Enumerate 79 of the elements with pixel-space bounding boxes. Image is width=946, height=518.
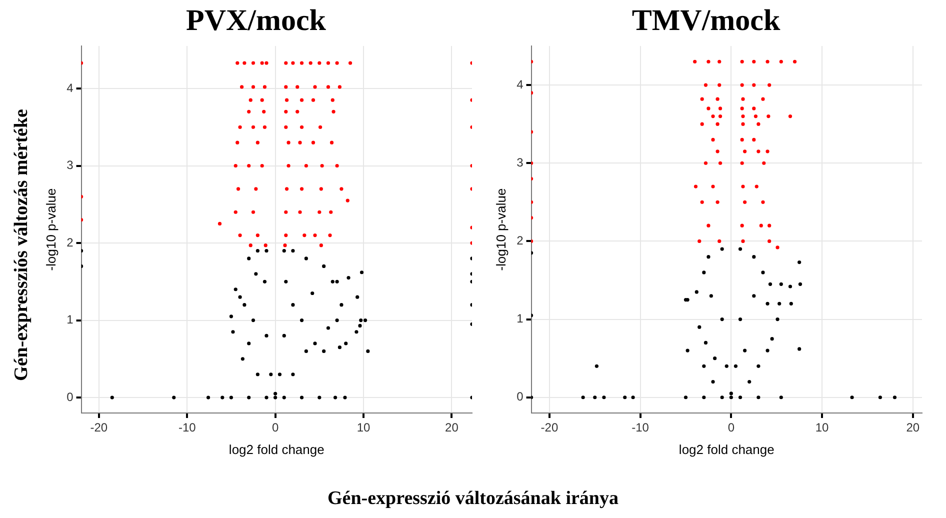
x-tick-label: 10 <box>356 420 371 435</box>
point <box>711 380 715 384</box>
x-axis-title: log2 fold change <box>678 442 774 457</box>
x-tick-label: 0 <box>272 420 279 435</box>
point <box>734 364 738 368</box>
point <box>748 380 752 384</box>
y-tick-label: 2 <box>66 235 74 250</box>
point <box>581 396 585 400</box>
point <box>743 348 747 352</box>
point <box>779 396 783 400</box>
y-axis-title: -log10 p-value <box>43 188 58 271</box>
point <box>724 364 728 368</box>
point <box>798 260 802 264</box>
point <box>713 356 717 360</box>
point <box>694 290 698 294</box>
y-tick-label: 1 <box>66 312 74 327</box>
point <box>778 302 782 306</box>
point <box>729 392 733 396</box>
point <box>720 396 724 400</box>
text: Gén-expressziós változás mértéke <box>11 109 33 381</box>
point <box>798 282 802 286</box>
point <box>698 325 702 329</box>
point <box>623 396 627 400</box>
y-tick-label: 2 <box>516 234 524 248</box>
x-tick-label: 10 <box>815 420 830 435</box>
point <box>850 396 854 400</box>
point <box>738 318 742 322</box>
point <box>752 255 756 259</box>
x-tick-label: 20 <box>906 420 920 435</box>
point <box>593 396 597 400</box>
point <box>602 396 606 400</box>
point <box>738 396 742 400</box>
point <box>702 396 706 400</box>
y-tick-label: 3 <box>66 158 74 172</box>
point <box>770 337 774 341</box>
point <box>686 348 690 352</box>
point <box>779 282 783 286</box>
x-tick-label: -10 <box>632 420 650 435</box>
y-tick-label: 1 <box>516 312 524 326</box>
point <box>720 247 724 251</box>
point <box>702 364 706 368</box>
point <box>709 294 713 298</box>
point <box>798 347 802 351</box>
point <box>892 396 897 400</box>
x-tick-label: -10 <box>178 420 196 435</box>
y-tick-label: 0 <box>516 390 524 404</box>
point <box>766 302 770 306</box>
point <box>756 364 760 368</box>
x-axis-title: log2 fold change <box>228 442 324 457</box>
point <box>729 396 733 400</box>
point <box>789 302 793 306</box>
point <box>706 255 710 259</box>
point <box>756 396 760 400</box>
point <box>768 282 772 286</box>
x-tick-label: 20 <box>445 420 459 435</box>
x-tick-label: 0 <box>728 420 735 435</box>
point <box>752 294 756 298</box>
x-tick-label: -20 <box>540 420 558 435</box>
point <box>720 318 724 322</box>
point <box>684 396 688 400</box>
point <box>878 396 882 400</box>
chart-title: PVX/mock <box>186 4 326 37</box>
x-tick-label: -20 <box>90 420 108 435</box>
point <box>738 247 742 251</box>
point <box>776 318 780 322</box>
point <box>702 270 706 274</box>
point <box>631 396 635 400</box>
y-tick-label: 3 <box>516 155 524 170</box>
point <box>761 270 765 274</box>
y-tick-label: 4 <box>516 77 524 92</box>
text: Gén-expresszió változásának iránya <box>326 488 620 510</box>
y-tick-label: 0 <box>66 390 74 404</box>
point <box>704 340 708 345</box>
y-tick-label: 4 <box>66 80 74 95</box>
point <box>594 364 598 368</box>
point <box>766 348 770 352</box>
point <box>788 284 792 288</box>
chart-title: TMV/mock <box>632 4 780 37</box>
y-axis-title: -log10 p-value <box>493 188 508 271</box>
